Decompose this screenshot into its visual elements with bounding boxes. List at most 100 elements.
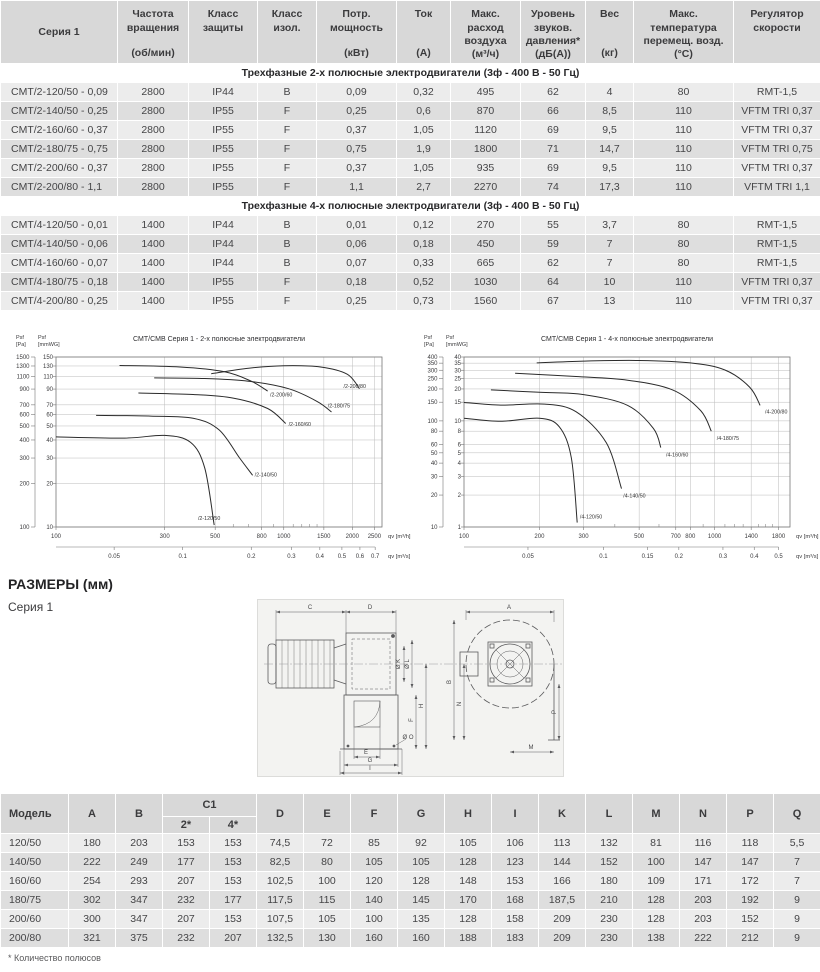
value-cell: 230 xyxy=(585,928,633,948)
value-cell: 115 xyxy=(303,890,351,910)
value-cell: 2,7 xyxy=(396,177,451,197)
chart-text: 0.1 xyxy=(599,554,608,560)
value-cell: VFTM TRI 1,1 xyxy=(733,177,820,197)
value-cell: IP55 xyxy=(188,139,258,159)
chart-text: qv [m³/h] xyxy=(796,534,819,540)
column-unit: (А) xyxy=(416,46,431,59)
model-cell: CMT/2-140/50 - 0,25 xyxy=(0,101,118,121)
column-header: E xyxy=(303,793,351,834)
chart-text: /4-140/50 xyxy=(623,493,645,499)
value-cell: 207 xyxy=(162,909,210,929)
value-cell: 0,37 xyxy=(316,158,397,178)
chart-text: qv [m³/h] xyxy=(388,534,411,540)
value-cell: 212 xyxy=(726,928,774,948)
chart-text: 70 xyxy=(46,403,53,409)
value-cell: 1030 xyxy=(450,272,521,292)
chart-text: 150 xyxy=(427,400,438,406)
value-cell: 74,5 xyxy=(256,833,304,853)
value-cell: 222 xyxy=(68,852,116,872)
column-unit: (об/мин) xyxy=(131,46,175,59)
table-row: CMT/2-120/50 - 0,09 2800 IP44 B 0,09 0,32 495 6… xyxy=(0,82,820,102)
value-cell: IP44 xyxy=(188,234,258,254)
dimension-label: M xyxy=(529,745,534,751)
value-cell: 72 xyxy=(303,833,351,853)
chart-text: 50 xyxy=(46,424,53,430)
chart-text: 20 xyxy=(454,387,461,393)
column-header: A xyxy=(68,793,116,834)
value-cell: 0,33 xyxy=(396,253,451,273)
column-title: Макс. температура перемещ. возд. xyxy=(643,8,724,48)
value-cell: 113 xyxy=(538,833,586,853)
chart-text: 100 xyxy=(51,534,62,540)
chart-text: 500 xyxy=(210,534,221,540)
dimension-label: G xyxy=(368,758,373,764)
chart-text: 110 xyxy=(43,374,53,380)
column-title: Класс изол. xyxy=(271,8,303,34)
chart-text: 1500 xyxy=(317,534,331,540)
chart-text: 300 xyxy=(579,534,590,540)
value-cell: 0,75 xyxy=(316,139,397,159)
value-cell: 209 xyxy=(538,909,586,929)
value-cell: 168 xyxy=(491,890,539,910)
chart-text: /2-120/50 xyxy=(198,516,220,522)
column-header: K xyxy=(538,793,586,834)
value-cell: IP55 xyxy=(188,177,258,197)
value-cell: 495 xyxy=(450,82,521,102)
chart-text: 1400 xyxy=(745,534,759,540)
chart-text: /2-180/75 xyxy=(328,403,350,409)
chart-text: 20 xyxy=(431,493,438,499)
chart-text: 700 xyxy=(671,534,682,540)
column-header: Q xyxy=(773,793,820,834)
chart-text: 0.6 xyxy=(356,554,365,560)
chart-text: 150 xyxy=(43,355,54,361)
chart-text: /4-160/60 xyxy=(666,453,688,459)
value-cell: 148 xyxy=(444,871,492,891)
chart-text: 500 xyxy=(634,534,645,540)
column-title: Серия 1 xyxy=(38,26,80,39)
value-cell: 105 xyxy=(303,909,351,929)
value-cell: 1400 xyxy=(117,253,189,273)
value-cell: 128 xyxy=(444,852,492,872)
value-cell: 1120 xyxy=(450,120,521,140)
dimension-label: Ø K xyxy=(396,659,402,669)
chart-text: 20 xyxy=(46,481,53,487)
table-row: CMT/4-180/75 - 0,18 1400 IP55 F 0,18 0,52 1030… xyxy=(0,272,820,292)
chart-text: 0.7 xyxy=(371,554,380,560)
value-cell: 8,5 xyxy=(585,101,634,121)
value-cell: 187,5 xyxy=(538,890,586,910)
chart-text: Psf xyxy=(446,335,454,341)
column-header: Класс защиты xyxy=(188,0,258,64)
value-cell: 14,7 xyxy=(585,139,634,159)
value-cell: 1,05 xyxy=(396,158,451,178)
value-cell: B xyxy=(257,82,317,102)
value-cell: RMT-1,5 xyxy=(733,82,820,102)
column-header: I xyxy=(491,793,539,834)
value-cell: 172 xyxy=(726,871,774,891)
value-cell: 128 xyxy=(632,909,680,929)
chart-text: /4-180/75 xyxy=(717,436,739,442)
chart-text: 1000 xyxy=(277,534,291,540)
column-header: F xyxy=(350,793,398,834)
model-cell: 120/50 xyxy=(0,833,69,853)
chart-text: /2-140/50 xyxy=(255,472,277,478)
value-cell: 210 xyxy=(585,890,633,910)
value-cell: 183 xyxy=(491,928,539,948)
value-cell: 0,52 xyxy=(396,272,451,292)
value-cell: 69 xyxy=(520,120,586,140)
value-cell: IP55 xyxy=(188,120,258,140)
value-cell: 207 xyxy=(162,871,210,891)
fan-curves-4pole-chart: CMT/CMB Серия 1 - 4-х полюсные электродв… xyxy=(418,331,820,578)
fan-curve-/4-120/50 xyxy=(463,417,578,523)
fan-curve-/2-180/75 xyxy=(154,377,332,413)
value-cell: 128 xyxy=(444,909,492,929)
value-cell: 2800 xyxy=(117,101,189,121)
value-cell: 188 xyxy=(444,928,492,948)
chart-text: [mmWG] xyxy=(38,342,60,348)
value-cell: 9,5 xyxy=(585,120,634,140)
value-cell: 4 xyxy=(585,82,634,102)
chart-text: 0.15 xyxy=(642,554,654,560)
chart-text: 60 xyxy=(431,442,438,448)
column-header: H xyxy=(444,793,492,834)
value-cell: 66 xyxy=(520,101,586,121)
table-row: CMT/4-160/60 - 0,07 1400 IP44 B 0,07 0,33 665 6… xyxy=(0,253,820,273)
